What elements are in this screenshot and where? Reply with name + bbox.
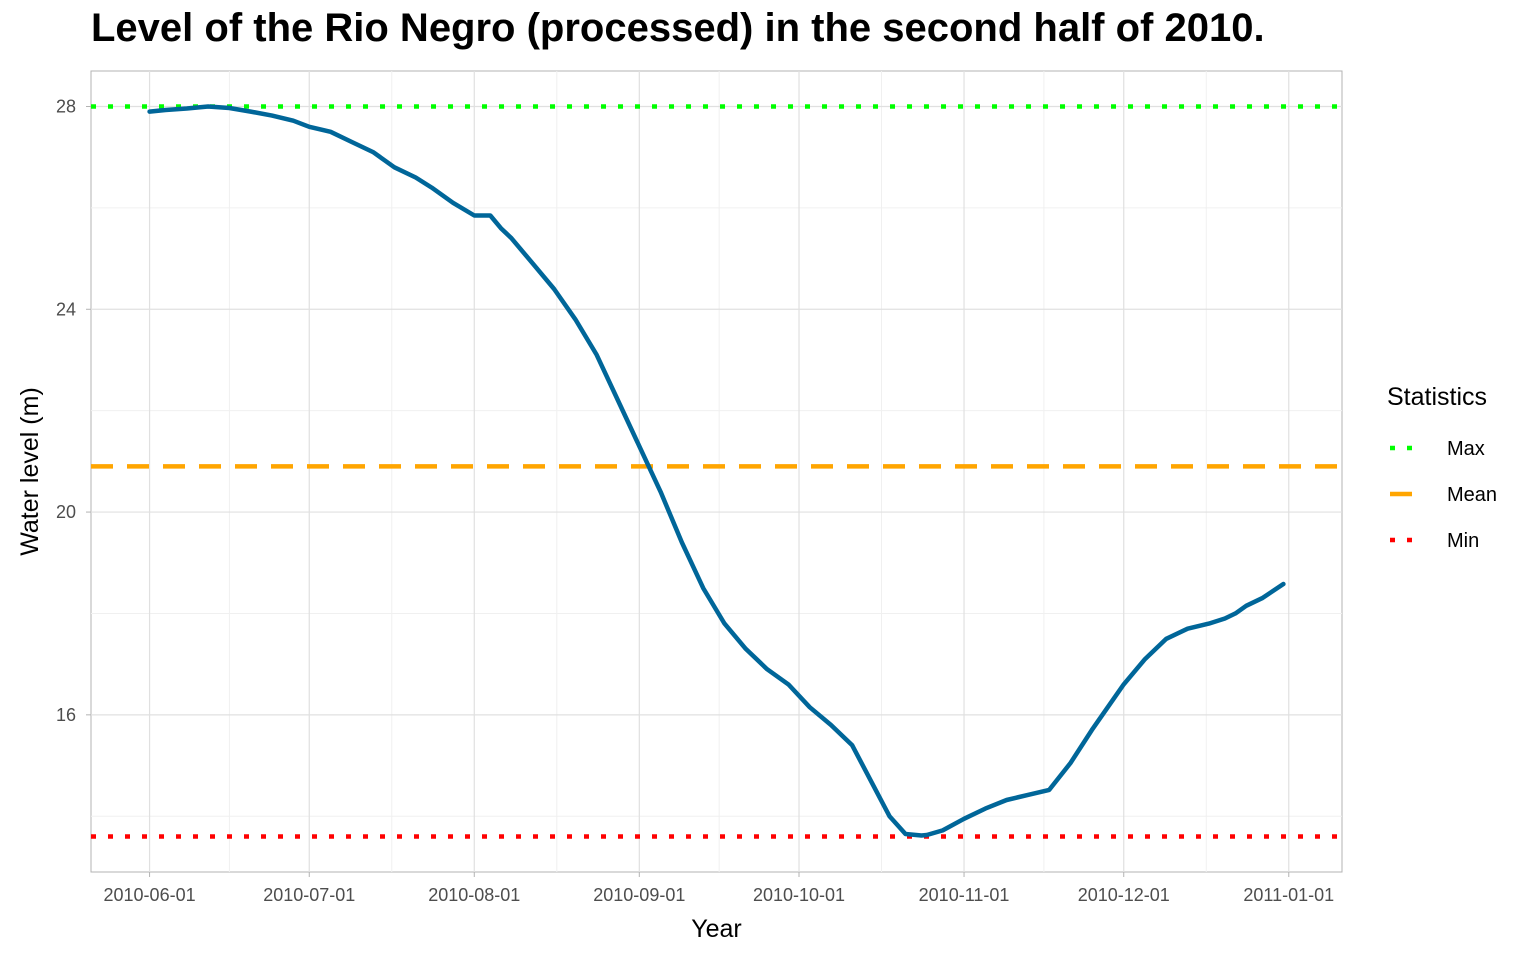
y-tick-label: 28 — [56, 96, 76, 116]
y-tick-label: 20 — [56, 502, 76, 522]
x-tick-label: 2010-11-01 — [919, 885, 1010, 905]
plot-panel — [90, 70, 1343, 873]
y-axis-title: Water level (m) — [16, 387, 44, 556]
plot-panel-border — [90, 70, 1343, 873]
y-tick-label: 24 — [56, 299, 76, 319]
legend: Statistics Max Mean Min — [1387, 383, 1497, 552]
legend-label-min: Min — [1447, 530, 1479, 552]
x-tick-label: 2010-08-01 — [428, 885, 520, 905]
x-tick-label: 2010-10-01 — [753, 885, 845, 905]
chart-title: Level of the Rio Negro (processed) in th… — [91, 6, 1265, 50]
x-tick-label: 2010-06-01 — [104, 885, 196, 905]
reference-lines — [91, 104, 1342, 839]
x-tick-label: 2010-07-01 — [263, 885, 355, 905]
series-layer — [147, 104, 1286, 838]
legend-label-mean: Mean — [1447, 484, 1497, 506]
x-tick-label: 2011-01-01 — [1243, 885, 1334, 905]
legend-label-max: Max — [1447, 438, 1485, 460]
axes: 2010-06-01 2010-07-01 2010-08-01 2010-09-01… — [16, 96, 1334, 943]
x-axis-title: Year — [691, 915, 742, 943]
x-tick-label: 2010-09-01 — [593, 885, 685, 905]
series-line-0 — [147, 104, 1286, 838]
x-tick-label: 2010-12-01 — [1078, 885, 1170, 905]
grid-lines — [91, 71, 1342, 872]
y-tick-label: 16 — [56, 705, 76, 725]
legend-title: Statistics — [1387, 383, 1487, 411]
